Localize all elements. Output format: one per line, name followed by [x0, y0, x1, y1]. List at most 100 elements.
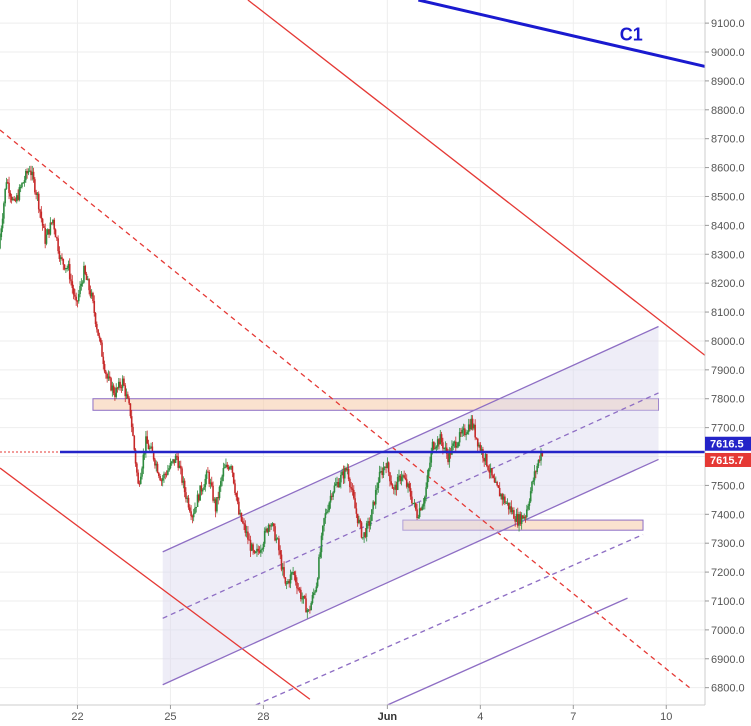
candle-body	[535, 471, 537, 473]
candle-body	[371, 509, 373, 521]
candle-body	[226, 464, 229, 467]
y-tick-label: 7800.0	[711, 394, 745, 406]
candle-body	[319, 552, 322, 558]
candle-body	[1, 218, 4, 229]
candle-body	[8, 182, 10, 194]
candle-body	[132, 426, 134, 436]
candle-body	[470, 418, 473, 430]
candle-body	[443, 448, 445, 450]
candle-body	[128, 398, 130, 404]
candle-body	[247, 531, 249, 540]
candle-body	[454, 441, 457, 448]
candle-body	[516, 513, 519, 526]
candle-body	[452, 443, 455, 447]
candle-body	[496, 481, 498, 486]
candle-body	[497, 485, 500, 488]
candle-body	[146, 436, 148, 444]
candle-body	[139, 476, 142, 484]
candle-body	[316, 578, 319, 587]
candle-body	[331, 495, 333, 497]
c1-label: C1	[620, 24, 643, 44]
candle-body	[522, 515, 524, 519]
candle-body	[427, 469, 430, 476]
candle-body	[27, 171, 30, 174]
candle-body	[380, 471, 382, 473]
candle-body	[536, 465, 538, 472]
candle-body	[4, 188, 6, 204]
candle-body	[323, 518, 325, 526]
candle-body	[236, 496, 239, 502]
candle-body	[430, 451, 433, 463]
candle-body	[87, 279, 89, 281]
candle-body	[66, 267, 68, 269]
y-tick-label: 7000.0	[711, 625, 745, 637]
candle-body	[117, 381, 120, 389]
candle-body	[498, 487, 501, 497]
candle-body	[191, 516, 194, 518]
x-tick-label: 28	[257, 711, 269, 723]
candle-body	[307, 609, 310, 611]
candle-body	[68, 264, 71, 280]
candle-body	[190, 511, 192, 517]
candle-body	[322, 525, 324, 536]
candle-body	[0, 228, 3, 238]
candle-body	[355, 508, 358, 514]
candle-body	[176, 455, 178, 457]
candle-body	[346, 468, 349, 471]
candle-body	[74, 294, 76, 297]
candle-body	[271, 523, 274, 526]
candle-body	[12, 198, 14, 201]
candle-body	[133, 435, 136, 450]
candle-body	[6, 182, 9, 184]
candle-body	[235, 492, 238, 497]
candle-body	[217, 497, 220, 499]
candle-body	[524, 516, 527, 518]
candle-body	[515, 513, 518, 522]
y-tick-label: 9000.0	[711, 47, 745, 59]
y-tick-label: 6900.0	[711, 654, 745, 666]
candle-body	[426, 475, 429, 488]
y-tick-label: 8900.0	[711, 76, 745, 88]
candle-body	[377, 482, 380, 489]
candle-body	[248, 539, 251, 541]
candle-body	[174, 455, 177, 463]
candle-body	[253, 550, 256, 553]
candle-body	[84, 265, 87, 274]
candle-body	[434, 448, 436, 450]
candle-body	[155, 463, 158, 466]
candle-body	[123, 378, 125, 386]
candle-body	[170, 461, 173, 463]
candle-body	[67, 264, 70, 268]
candle-body	[114, 393, 116, 397]
candle-body	[491, 468, 493, 476]
candle-body	[467, 424, 470, 433]
candle-body	[382, 467, 385, 476]
candle-body	[362, 537, 364, 539]
candle-body	[10, 196, 13, 201]
candle-body	[538, 459, 541, 461]
y-tick-label: 7300.0	[711, 538, 745, 550]
candle-body	[116, 387, 119, 389]
candle-body	[505, 502, 507, 504]
time-axis[interactable]: 22 25 28 Jun 4 7 10	[0, 704, 751, 726]
candle-body	[72, 287, 75, 295]
candle-body	[250, 544, 253, 551]
candle-body	[376, 488, 378, 490]
candle-body	[36, 193, 39, 195]
candle-body	[291, 572, 293, 575]
candle-body	[142, 454, 145, 469]
candle-body	[198, 494, 200, 501]
horizontal-zones	[92, 398, 660, 531]
candle-body	[108, 376, 111, 379]
x-tick-label: 22	[71, 711, 83, 723]
candle-body	[112, 385, 115, 394]
price-badge	[705, 436, 751, 451]
candle-body	[385, 466, 387, 468]
price-axis[interactable]: 6800.0 6900.0 7000.0 7100.0 7200.0 7300.0 7400…	[704, 0, 751, 726]
candle-body	[475, 437, 478, 439]
candle-body	[471, 418, 474, 429]
candle-body	[49, 222, 52, 235]
candle-body	[327, 510, 329, 513]
y-tick-label: 9100.0	[711, 18, 745, 30]
